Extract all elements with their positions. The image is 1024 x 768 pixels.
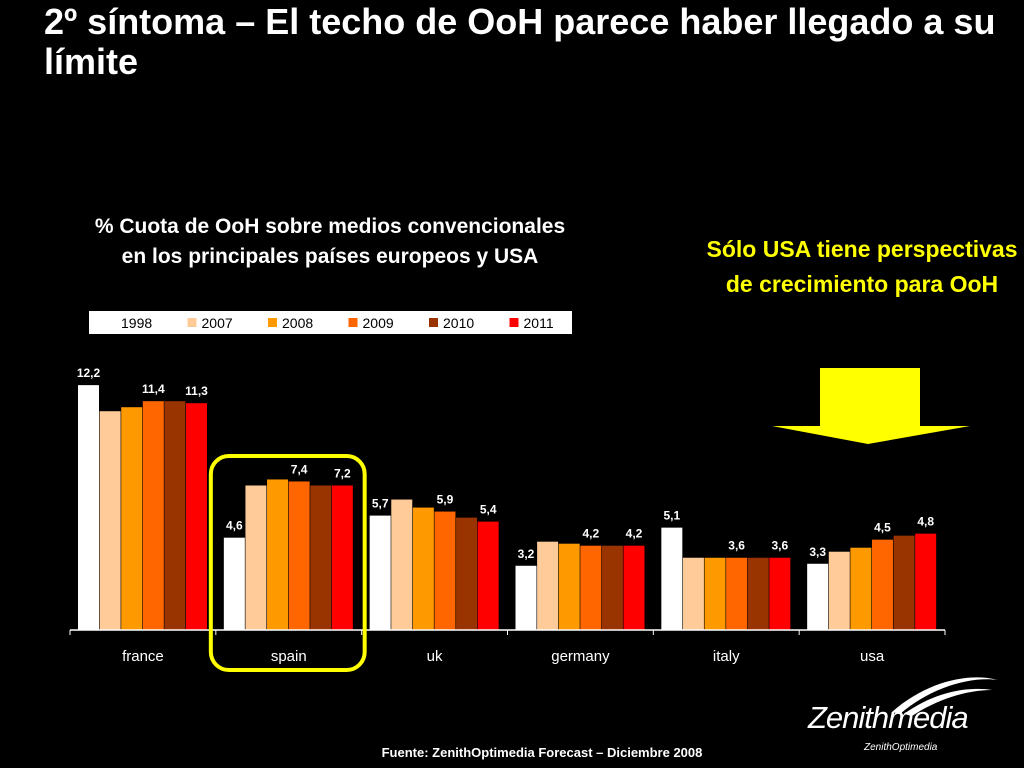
data-label-uk-1998: 5,7 [372,497,389,511]
chart-bars [78,385,937,630]
chart-data-labels: 12,2 11,4 11,3 4,6 7,4 7,2 5,7 5,9 5,4 3,2 4,2 4,2 5… [77,366,935,561]
data-label-spain-2011: 7,2 [334,466,351,480]
legend-label-2008: 2008 [282,315,313,331]
bar-usa-2007 [828,551,850,630]
bar-spain-2007 [245,485,267,630]
legend-label-2011: 2011 [524,315,554,331]
bar-uk-2007 [391,499,413,630]
legend-label-2007: 2007 [202,315,233,331]
bar-france-2009 [142,401,164,630]
bar-usa-2009 [871,539,893,630]
legend-swatch-1998 [106,317,117,328]
zenithmedia-swoosh-logo [892,677,998,716]
legend-swatch-2009 [348,318,358,327]
bar-italy-1998 [661,527,683,630]
bar-uk-2008 [412,507,434,630]
data-label-italy-1998: 5,1 [663,509,680,523]
bar-germany-2010 [601,545,623,630]
category-label-uk: uk [427,648,443,665]
data-label-italy-2011: 3,6 [771,539,788,553]
usa-growth-callout: Sólo USA tiene perspectivas de crecimien… [706,236,1018,297]
highlight-frame-spain [208,454,367,672]
chart-legend: 1998 2007 2008 2009 2010 2011 [89,311,572,334]
bar-germany-1998 [515,565,537,630]
category-label-france: france [122,648,164,665]
legend-swatch-2011 [509,318,519,327]
logo-wordmark: Zenithmedia [808,700,969,735]
category-label-italy: italy [713,648,740,665]
bar-france-2010 [164,401,186,630]
bar-italy-2008 [704,557,726,630]
data-label-usa-2011: 4,8 [917,515,934,529]
down-arrow-icon [772,368,970,444]
bar-italy-2011 [769,557,791,630]
bar-uk-2010 [456,517,478,630]
legend-box [89,311,572,334]
category-label-usa: usa [860,648,885,665]
data-label-usa-1998: 3,3 [809,545,826,559]
bar-germany-2007 [537,541,559,630]
chart-subtitle-line-2: en los principales países europeos y USA [121,245,539,268]
legend-label-2009: 2009 [363,315,394,331]
data-label-uk-2009: 5,9 [437,493,454,507]
legend-label-1998: 1998 [121,315,152,331]
bar-france-2008 [121,407,143,630]
spain-highlight-frame [208,454,367,672]
data-label-spain-2009: 7,4 [291,462,308,476]
bar-spain-2009 [288,481,310,630]
data-label-france-2011: 11,3 [185,384,208,398]
bar-usa-2008 [850,547,872,630]
data-label-uk-2011: 5,4 [480,503,497,517]
data-label-germany-1998: 3,2 [518,547,535,561]
data-label-usa-2009: 4,5 [874,521,891,535]
bar-spain-2011 [331,485,353,630]
bar-spain-2008 [267,479,289,630]
bar-germany-2009 [580,545,602,630]
chart-subtitle-line-1: % Cuota de OoH sobre medios convencional… [94,215,566,238]
bar-italy-2009 [726,557,748,630]
bar-france-2007 [99,411,121,630]
legend-swatch-2010 [429,318,438,327]
bar-france-1998 [78,385,99,630]
bar-italy-2007 [682,557,704,630]
bar-france-2011 [186,403,207,630]
bar-usa-1998 [807,563,829,630]
bar-italy-2010 [747,557,769,630]
slide-title: 2º síntoma – El techo de OoH parece habe… [44,1,996,82]
category-label-spain: spain [271,648,307,665]
data-label-germany-2009: 4,2 [582,527,599,541]
bar-germany-2008 [558,543,580,630]
data-label-france-1998: 12,2 [77,366,101,380]
bar-uk-2011 [477,521,499,630]
bar-spain-2010 [310,485,332,630]
legend-swatch-2008 [268,318,277,327]
bar-uk-1998 [369,515,391,630]
data-label-italy-2009: 3,6 [728,539,745,553]
source-note: Fuente: ZenithOptimedia Forecast – Dicie… [381,745,703,760]
bar-uk-2009 [434,511,456,630]
legend-swatch-2007 [187,318,197,327]
chart-subtitle: % Cuota de OoH sobre medios convencional… [30,212,630,272]
bar-usa-2010 [893,535,915,630]
category-label-germany: germany [551,648,610,665]
data-label-spain-1998: 4,6 [226,519,243,533]
data-label-france-2009: 11,4 [142,382,165,396]
legend-label-2010: 2010 [443,315,474,331]
logo-subtext: ZenithOptimedia [864,742,938,753]
data-label-germany-2011: 4,2 [626,527,643,541]
bar-spain-1998 [223,537,245,630]
bar-germany-2011 [623,545,645,630]
bar-usa-2011 [915,533,937,630]
chart-x-axis: france spain uk germany italy usa [69,629,946,665]
